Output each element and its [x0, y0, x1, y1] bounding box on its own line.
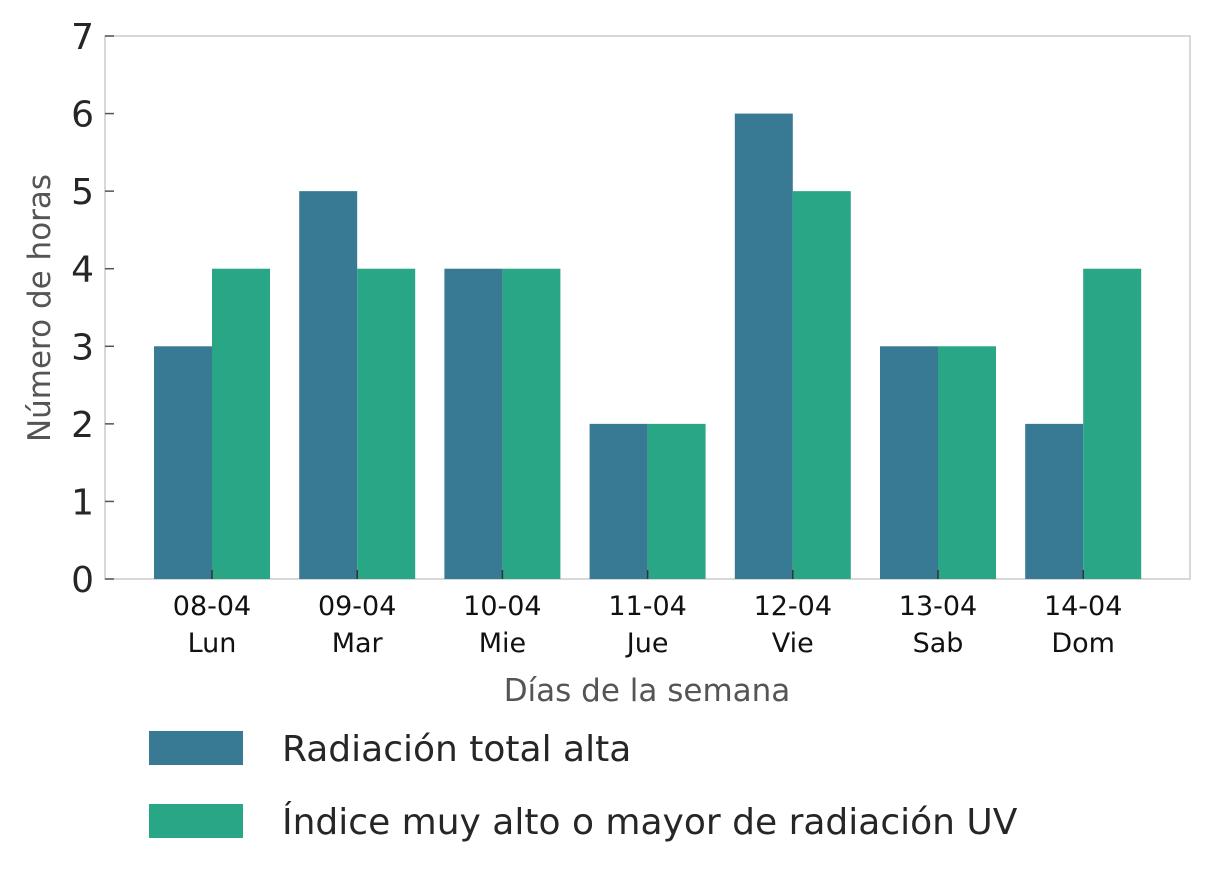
legend-label-indice-uv: Índice muy alto o mayor de radiación UV [282, 801, 1018, 843]
bar-radiacion-total-11-04 [589, 423, 648, 579]
y-tick-label: 1 [71, 482, 94, 523]
legend-swatch-indice-uv [149, 804, 243, 838]
bar-radiacion-total-09-04 [299, 191, 358, 579]
bar-indice-uv-08-04 [212, 268, 270, 579]
bar-indice-uv-14-04 [1083, 268, 1142, 579]
x-tick-label-date: 10-04 [463, 591, 541, 622]
y-axis-label: Número de horas [22, 174, 58, 442]
x-tick-label-date: 08-04 [173, 591, 251, 622]
x-tick-label-day: Lun [188, 628, 237, 659]
bar-radiacion-total-12-04 [734, 113, 793, 580]
y-tick-label: 6 [71, 95, 94, 136]
bar-radiacion-total-10-04 [444, 268, 503, 579]
x-tick-label-day: Jue [625, 628, 669, 659]
y-tick-label: 5 [71, 172, 94, 213]
bar-indice-uv-09-04 [357, 268, 416, 579]
legend-label-radiacion-total: Radiación total alta [282, 729, 631, 770]
bar-indice-uv-13-04 [938, 346, 996, 579]
x-axis-label: Días de la semana [504, 673, 791, 709]
y-tick-label: 7 [71, 17, 94, 58]
y-tick-label: 0 [71, 560, 94, 601]
x-tick-label-date: 09-04 [318, 591, 396, 622]
x-tick-label-date: 11-04 [608, 591, 686, 622]
x-tick-label-day: Vie [772, 628, 814, 659]
x-tick-label-date: 12-04 [754, 591, 832, 622]
legend-swatch-radiacion-total [149, 731, 243, 765]
x-tick-label-day: Mie [479, 628, 526, 659]
x-tick-label-date: 14-04 [1044, 591, 1122, 622]
bar-radiacion-total-13-04 [880, 346, 938, 579]
y-tick-label: 3 [71, 327, 94, 368]
x-tick-label-day: Sab [913, 628, 964, 659]
bar-indice-uv-12-04 [792, 191, 851, 579]
x-tick-label-day: Mar [332, 628, 384, 659]
bar-radiacion-total-14-04 [1025, 423, 1084, 579]
x-tick-label-date: 13-04 [899, 591, 977, 622]
bar-indice-uv-10-04 [502, 268, 561, 579]
y-tick-label: 2 [71, 405, 94, 446]
y-tick-label: 4 [71, 250, 94, 291]
bar-radiacion-total-08-04 [154, 346, 212, 579]
legend: Radiación total alta Índice muy alto o ma… [149, 729, 1018, 843]
bar-indice-uv-11-04 [647, 423, 706, 579]
x-tick-label-day: Dom [1051, 628, 1115, 659]
